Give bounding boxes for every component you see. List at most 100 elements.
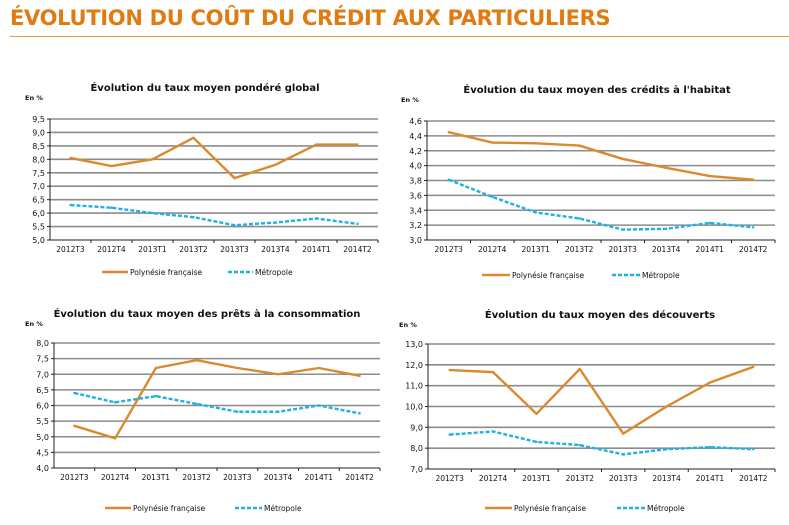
y-tick-label: 9,5 <box>32 115 45 124</box>
chart-1: Évolution du taux moyen pondéré global En… <box>25 81 379 277</box>
metropole-point <box>151 211 154 215</box>
metropole-point <box>752 226 755 229</box>
y-tick-label: 10,0 <box>405 403 423 412</box>
y-unit-label: En % <box>401 96 419 104</box>
y-tick-label: 7,0 <box>32 182 45 191</box>
metropole-point <box>69 203 72 207</box>
polynesie-point <box>752 178 755 181</box>
y-tick-label: 13,0 <box>405 340 423 349</box>
polynesie-point <box>447 130 450 134</box>
metropole-point <box>356 222 359 226</box>
x-tick-label: 2014T1 <box>696 474 725 483</box>
metropole-point <box>233 224 236 227</box>
metropole-point <box>665 227 668 231</box>
y-tick-label: 9,0 <box>410 423 423 432</box>
x-tick-label: 2013T2 <box>179 245 208 254</box>
polynesie-point <box>192 136 195 140</box>
y-tick-label: 8,5 <box>32 142 45 151</box>
y-tick-label: 5,0 <box>32 236 45 245</box>
polynesie-point <box>491 141 494 144</box>
x-tick-label: 2014T1 <box>696 245 725 254</box>
chart-title: Évolution du taux moyen pondéré global <box>90 81 319 94</box>
metropole-point <box>535 440 538 444</box>
x-tick-label: 2012T3 <box>435 245 464 254</box>
polynesie-point <box>358 374 361 378</box>
polynesie-point <box>665 405 668 408</box>
metropole-series-line <box>448 178 754 231</box>
y-tick-label: 5,5 <box>36 417 49 426</box>
x-tick-label: 2014T1 <box>305 473 334 482</box>
polynesie-point <box>708 381 712 384</box>
polynesie-point <box>621 157 624 161</box>
y-tick-label: 6,0 <box>36 402 49 411</box>
polynesie-series-line <box>70 136 358 180</box>
legend-label: Métropole <box>647 504 685 513</box>
polynesie-point <box>752 365 755 369</box>
y-unit-label: En % <box>25 320 43 328</box>
y-tick-label: 11,0 <box>405 382 423 391</box>
x-tick-label: 2013T4 <box>652 245 681 254</box>
metropole-point <box>491 195 494 199</box>
polynesie-point <box>535 412 538 415</box>
x-tick-label: 2014T2 <box>739 245 768 254</box>
x-tick-label: 2012T4 <box>479 474 508 483</box>
y-unit-label: En % <box>25 94 43 102</box>
metropole-point <box>621 453 625 456</box>
metropole-point <box>578 443 582 447</box>
metropole-point <box>195 402 198 406</box>
chart-title: Évolution du taux moyen des prêts à la c… <box>54 307 361 320</box>
x-tick-label: 2014T2 <box>343 245 372 254</box>
legend-label: Métropole <box>264 504 302 513</box>
polynesie-point <box>578 144 581 147</box>
polynesie-point <box>356 143 359 146</box>
x-tick-label: 2013T1 <box>138 245 167 254</box>
metropole-point <box>315 217 318 220</box>
chart-title: Évolution du taux moyen des découverts <box>485 308 715 321</box>
y-tick-label: 3,8 <box>409 177 422 186</box>
x-tick-label: 2013T1 <box>522 245 551 254</box>
metropole-series-line <box>74 391 360 415</box>
y-tick-label: 3,0 <box>409 236 422 245</box>
polynesie-series-line <box>448 130 754 181</box>
x-tick-label: 2014T2 <box>739 474 768 483</box>
chart-title: Évolution du taux moyen des crédits à l'… <box>463 83 730 96</box>
polynesie-point <box>274 163 277 166</box>
y-tick-label: 4,0 <box>409 162 422 171</box>
y-tick-label: 7,0 <box>36 370 49 379</box>
legend-label: Polynésie française <box>512 271 585 280</box>
legend-label: Polynésie française <box>133 504 206 513</box>
polynesie-point <box>491 370 495 374</box>
x-tick-label: 2012T4 <box>97 245 126 254</box>
legend-label: Polynésie française <box>130 268 203 277</box>
polynesie-point <box>665 166 668 170</box>
x-tick-label: 2014T1 <box>302 245 331 254</box>
x-tick-label: 2013T2 <box>566 474 595 483</box>
metropole-point <box>154 394 158 398</box>
metropole-point <box>752 448 755 451</box>
polynesie-series-line <box>74 358 360 440</box>
y-tick-label: 4,0 <box>36 464 49 473</box>
x-tick-label: 2014T2 <box>345 473 374 482</box>
metropole-point <box>276 410 280 413</box>
chart-4: Évolution du taux moyen des découverts En… <box>399 308 776 513</box>
polynesie-point <box>708 174 711 178</box>
y-tick-label: 7,5 <box>32 169 45 178</box>
y-tick-label: 12,0 <box>405 361 423 370</box>
metropole-point <box>110 206 113 209</box>
x-tick-label: 2013T1 <box>522 474 551 483</box>
polynesie-point <box>154 366 158 370</box>
metropole-point <box>274 221 277 224</box>
x-tick-label: 2013T3 <box>220 245 249 254</box>
metropole-point <box>708 445 712 449</box>
y-tick-label: 4,5 <box>36 448 49 457</box>
y-tick-label: 3,2 <box>409 221 422 230</box>
legend-label: Métropole <box>642 271 680 280</box>
metropole-point <box>621 228 624 231</box>
x-tick-label: 2012T3 <box>435 474 464 483</box>
y-tick-label: 4,2 <box>409 147 422 156</box>
polynesie-point <box>69 156 72 160</box>
y-tick-label: 8,0 <box>36 339 49 348</box>
metropole-point <box>708 221 711 225</box>
metropole-point <box>534 211 537 214</box>
